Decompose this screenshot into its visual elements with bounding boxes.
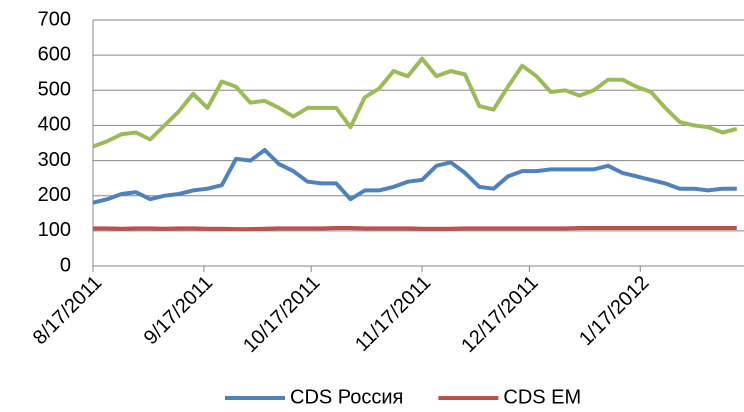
y-tick-label: 200 [38, 184, 71, 206]
y-tick-label: 100 [38, 219, 71, 241]
legend-label: CDS EM [503, 386, 581, 408]
x-tick-label: 8/17/2011 [29, 272, 106, 349]
y-tick-label: 400 [38, 114, 71, 136]
y-tick-label: 700 [38, 8, 71, 30]
x-tick-label: 11/17/2011 [351, 272, 435, 356]
x-tick-label: 10/17/2011 [239, 272, 324, 357]
y-tick-label: 300 [38, 149, 71, 171]
y-tick-label: 0 [60, 254, 71, 276]
legend-label: CDS Россия [290, 386, 403, 408]
y-tick-label: 500 [38, 79, 71, 101]
series-line [92, 56, 738, 149]
y-tick-label: 600 [38, 43, 71, 65]
x-tick-label: 12/17/2011 [457, 272, 542, 357]
series-line [93, 226, 737, 232]
x-tick-label: 1/17/2012 [575, 272, 653, 350]
series-line [92, 148, 737, 205]
x-tick-label: 9/17/2011 [140, 272, 217, 349]
